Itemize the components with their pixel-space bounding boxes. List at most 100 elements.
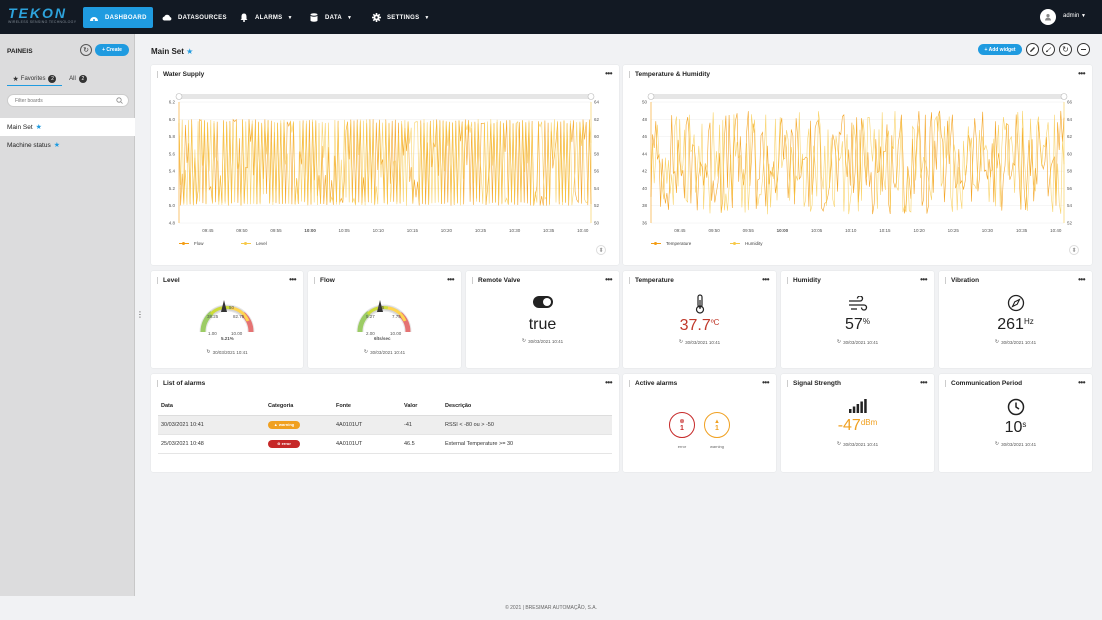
legend-item-level[interactable]: Level [241,241,267,246]
refresh-icon[interactable]: ↻ [206,349,211,355]
theme-button[interactable] [1042,43,1055,56]
column-header[interactable]: Valor [401,398,442,416]
board-search-input[interactable] [15,95,115,107]
alarms-table: Data Categoria Fonte Valor Descrição 30/… [158,398,612,454]
refresh-icon[interactable]: ↻ [836,339,842,345]
last-update: ↻ 30/03/2021 10:41 [521,338,564,344]
refresh-icon[interactable]: ↻ [521,338,527,344]
table-row[interactable]: 30/03/2021 10:41 ▲ warning 4A0101UT -41 … [158,415,612,435]
add-widget-button[interactable]: + Add widget [978,44,1022,55]
x-tick-label: 10:35 [1016,228,1028,233]
refresh-button[interactable]: ↻ [80,44,92,56]
cell-category: ▲ warning [265,415,333,435]
x-tick-label: 10:20 [441,228,453,233]
legend-item-humidity[interactable]: Humidity [730,241,763,246]
username: admin [1063,13,1080,19]
x-tick-label: 10:00 [777,228,789,233]
nav-alarms[interactable]: ALARMS ▼ [239,7,293,28]
x-tick-label: 10:30 [982,228,994,233]
sidebar-item-main-set[interactable]: Main Set ★ [0,118,135,136]
star-icon[interactable]: ★ [186,47,194,56]
widget-title: Flow [314,277,335,284]
legend-item-flow[interactable]: Flow [179,241,204,246]
widget-menu-button[interactable]: ••• [1078,378,1085,387]
user-menu[interactable]: admin ▼ [1063,13,1086,19]
widget-water-supply: Water Supply ••• 6.2 64 6.0 62 5.8 60 5.6 58 5.4… [151,65,619,265]
table-row[interactable]: 25/03/2021 10:48 ⊗ error 4A0101UT 46.5 E… [158,434,612,454]
logo-tagline: WIRELESS SENSING TECHNOLOGY [8,20,77,24]
board-search [7,94,129,107]
remove-button[interactable] [1077,43,1090,56]
tab-all[interactable]: All 2 [67,72,89,86]
cell-source-link[interactable]: 4A0101UT [333,415,401,435]
x-tick-label: 10:15 [407,228,419,233]
temperature-humidity-chart[interactable]: 50 66 48 64 46 62 44 60 42 58 40 56 38 54 36 52 09:45 09:… [623,65,1092,265]
last-update: ↻ 30/03/2021 10:41 [836,441,879,447]
widget-title: Communication Period [945,380,1022,387]
favorites-count-badge: 2 [48,74,57,83]
legend-swatch [241,241,251,245]
sidebar-item-machine-status[interactable]: Machine status ★ [0,136,135,154]
widget-menu-button[interactable]: ••• [447,275,454,284]
refresh-icon[interactable]: ↻ [678,339,684,345]
column-header[interactable]: Fonte [333,398,401,416]
nav-settings-label: SETTINGS [387,14,420,21]
widget-title: Vibration [945,277,979,284]
y-tick-label: 64 [1067,117,1073,122]
edit-button[interactable] [1026,43,1039,56]
refresh-icon[interactable]: ↻ [994,441,1000,447]
nav-data[interactable]: DATA ▼ [309,7,352,28]
widget-menu-button[interactable]: ••• [762,275,769,284]
slider-handle [1060,93,1068,100]
legend-item-temperature[interactable]: Temperature [651,241,691,246]
widget-signal-strength: Signal Strength ••• -47dBm ↻ 30/03/2021 1… [781,374,934,472]
series-line-humidity [650,110,1065,215]
sidebar-item-label: Machine status [7,141,51,149]
gauge-high-label: 7.75 [392,314,401,319]
cell-source-link[interactable]: 4A0101UT [333,434,401,454]
nav-dashboard[interactable]: DASHBOARD [83,7,153,28]
widget-menu-button[interactable]: ••• [289,275,296,284]
table-header-row: Data Categoria Fonte Valor Descrição [158,398,612,416]
x-tick-label: 09:45 [674,228,686,233]
widget-menu-button[interactable]: ••• [605,275,612,284]
refresh-icon[interactable]: ↻ [994,339,1000,345]
search-icon[interactable] [116,97,123,106]
column-header[interactable]: Categoria [265,398,333,416]
widget-menu-button[interactable]: ••• [920,275,927,284]
resize-handle-icon[interactable]: ⋮ [136,310,144,319]
error-alarm-count[interactable]: ⊗ 1 [669,412,695,438]
y-tick-label: 48 [642,117,648,122]
widget-menu-button[interactable]: ••• [605,378,612,387]
x-tick-label: 09:55 [743,228,755,233]
widget-menu-button[interactable]: ••• [920,378,927,387]
gauge-low-label: 38.25 [207,314,219,319]
widget-menu-button[interactable]: ••• [1078,275,1085,284]
gauge-high-label: 82.75 [233,314,245,319]
water-supply-chart[interactable]: 6.2 64 6.0 62 5.8 60 5.6 58 5.4 56 5.2 54 5.0 52 4.8 50… [151,65,619,265]
fullscreen-icon[interactable]: ⬍ [596,245,606,255]
nav-datasources[interactable]: DATASOURCES [162,7,227,28]
widget-menu-button[interactable]: ••• [762,378,769,387]
user-avatar[interactable] [1040,9,1056,25]
refresh-icon[interactable]: ↻ [836,441,842,447]
widget-menu-button[interactable]: ••• [1078,69,1085,78]
refresh-dashboard-button[interactable]: ↻ [1059,43,1072,56]
logo-text: TEKON [8,5,67,21]
x-tick-label: 09:50 [236,228,248,233]
nav-settings[interactable]: SETTINGS ▼ [371,7,430,28]
y-tick-label: 66 [1067,100,1073,105]
create-button[interactable]: + Create [95,44,129,56]
toggle-icon[interactable] [532,296,553,310]
tab-favorites[interactable]: ★ Favorites 2 [7,72,62,86]
legend-swatch [179,241,189,245]
widget-menu-button[interactable]: ••• [605,69,612,78]
refresh-icon[interactable]: ↻ [363,349,369,355]
y-tick-label: 52 [1067,221,1073,226]
column-header[interactable]: Descrição [442,398,612,416]
warning-alarm-count[interactable]: ▲ 1 [704,412,730,438]
y-tick-label: 64 [594,100,600,105]
tekon-logo[interactable]: TEKON WIRELESS SENSING TECHNOLOGY [8,5,77,28]
column-header[interactable]: Data [158,398,265,416]
fullscreen-icon[interactable]: ⬍ [1069,245,1079,255]
